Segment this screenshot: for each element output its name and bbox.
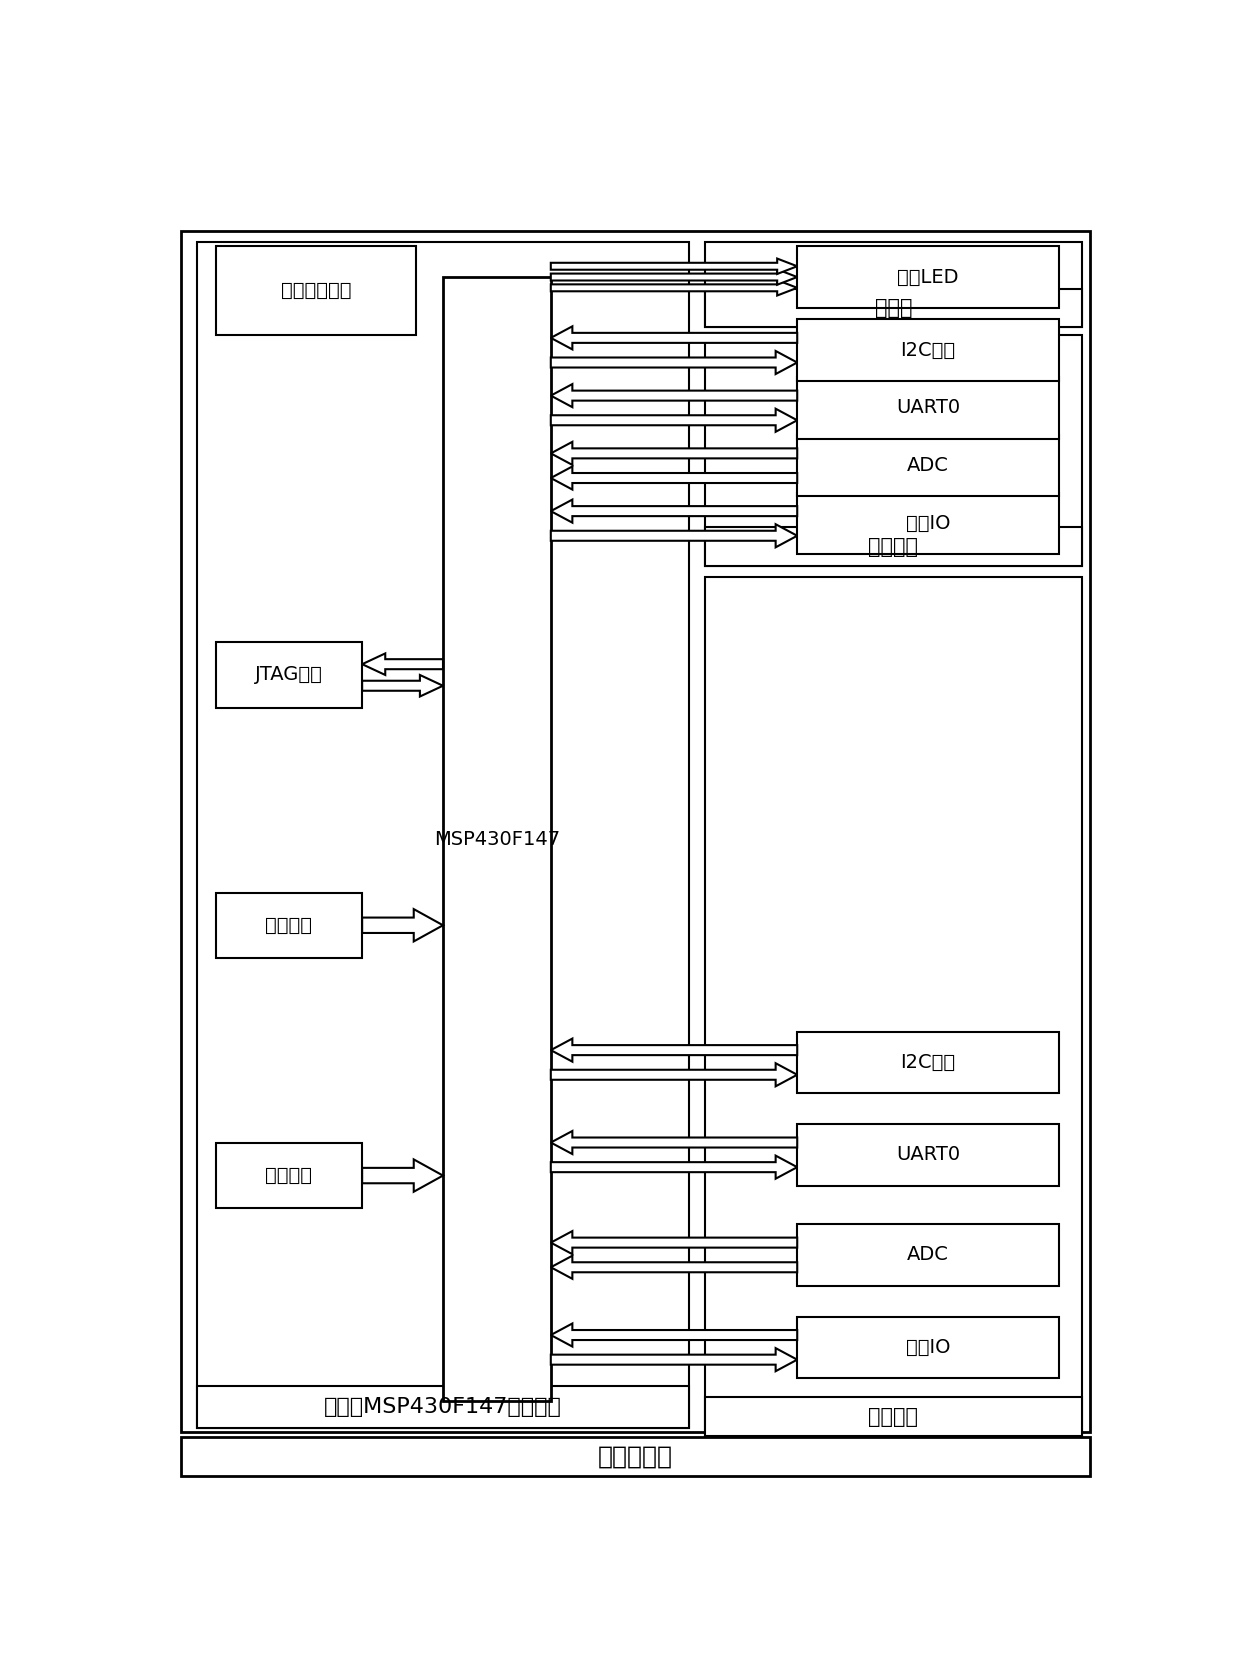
Bar: [704, 527, 1083, 565]
Text: I2C总线: I2C总线: [900, 340, 956, 360]
Bar: [797, 1124, 1059, 1185]
Text: 其它外围器件: 其它外围器件: [280, 282, 351, 300]
Text: 绿色LED: 绿色LED: [898, 267, 959, 287]
Polygon shape: [551, 442, 797, 465]
Polygon shape: [362, 653, 443, 675]
Polygon shape: [551, 467, 797, 490]
Bar: [797, 435, 1059, 497]
Bar: [443, 277, 551, 1402]
Bar: [797, 320, 1059, 382]
Bar: [197, 1385, 689, 1429]
Polygon shape: [551, 1230, 797, 1254]
Bar: [197, 242, 689, 1429]
Bar: [181, 1437, 1090, 1475]
Text: UART0: UART0: [897, 398, 960, 417]
Bar: [797, 1224, 1059, 1285]
Text: 普通IO: 普通IO: [906, 1339, 950, 1357]
Text: JTAG接口: JTAG接口: [255, 665, 322, 685]
Polygon shape: [362, 675, 443, 697]
Polygon shape: [551, 1324, 797, 1347]
Text: ADC: ADC: [908, 1245, 949, 1265]
Bar: [797, 1317, 1059, 1379]
Text: 普通IO: 普通IO: [906, 513, 950, 533]
Polygon shape: [551, 327, 797, 350]
Bar: [216, 247, 417, 335]
Polygon shape: [551, 523, 797, 547]
Polygon shape: [551, 280, 797, 295]
Text: 外设接口: 外设接口: [868, 1407, 919, 1427]
Text: 外扩接口: 外扩接口: [868, 537, 919, 557]
Polygon shape: [551, 1155, 797, 1179]
Polygon shape: [551, 1255, 797, 1279]
Bar: [704, 335, 1083, 565]
Text: 时钟电路: 时钟电路: [265, 915, 312, 935]
Polygon shape: [551, 1349, 797, 1372]
Polygon shape: [551, 270, 797, 285]
Bar: [216, 642, 362, 708]
Bar: [216, 892, 362, 959]
Polygon shape: [551, 1064, 797, 1087]
Text: ADC: ADC: [908, 457, 949, 475]
Text: UART0: UART0: [897, 1145, 960, 1164]
Bar: [704, 1397, 1083, 1435]
Polygon shape: [551, 1130, 797, 1154]
Bar: [797, 493, 1059, 553]
Bar: [704, 242, 1083, 327]
Bar: [797, 1032, 1059, 1094]
Text: I2C总线: I2C总线: [900, 1054, 956, 1072]
Bar: [704, 577, 1083, 1435]
Polygon shape: [551, 258, 797, 273]
Polygon shape: [551, 408, 797, 432]
Polygon shape: [362, 1159, 443, 1192]
Text: MSP430F147: MSP430F147: [434, 830, 560, 849]
Bar: [704, 288, 1083, 327]
Polygon shape: [551, 352, 797, 373]
Bar: [797, 377, 1059, 438]
Polygon shape: [551, 383, 797, 407]
Polygon shape: [362, 909, 443, 942]
Bar: [216, 1144, 362, 1209]
Polygon shape: [551, 1039, 797, 1062]
Text: 单片机MSP430F147最小系统: 单片机MSP430F147最小系统: [324, 1397, 562, 1417]
Bar: [797, 247, 1059, 308]
Text: 复位电路: 复位电路: [265, 1167, 312, 1185]
Text: 单片机模块: 单片机模块: [598, 1445, 673, 1469]
Text: 指示灯: 指示灯: [874, 298, 913, 318]
Polygon shape: [551, 500, 797, 523]
